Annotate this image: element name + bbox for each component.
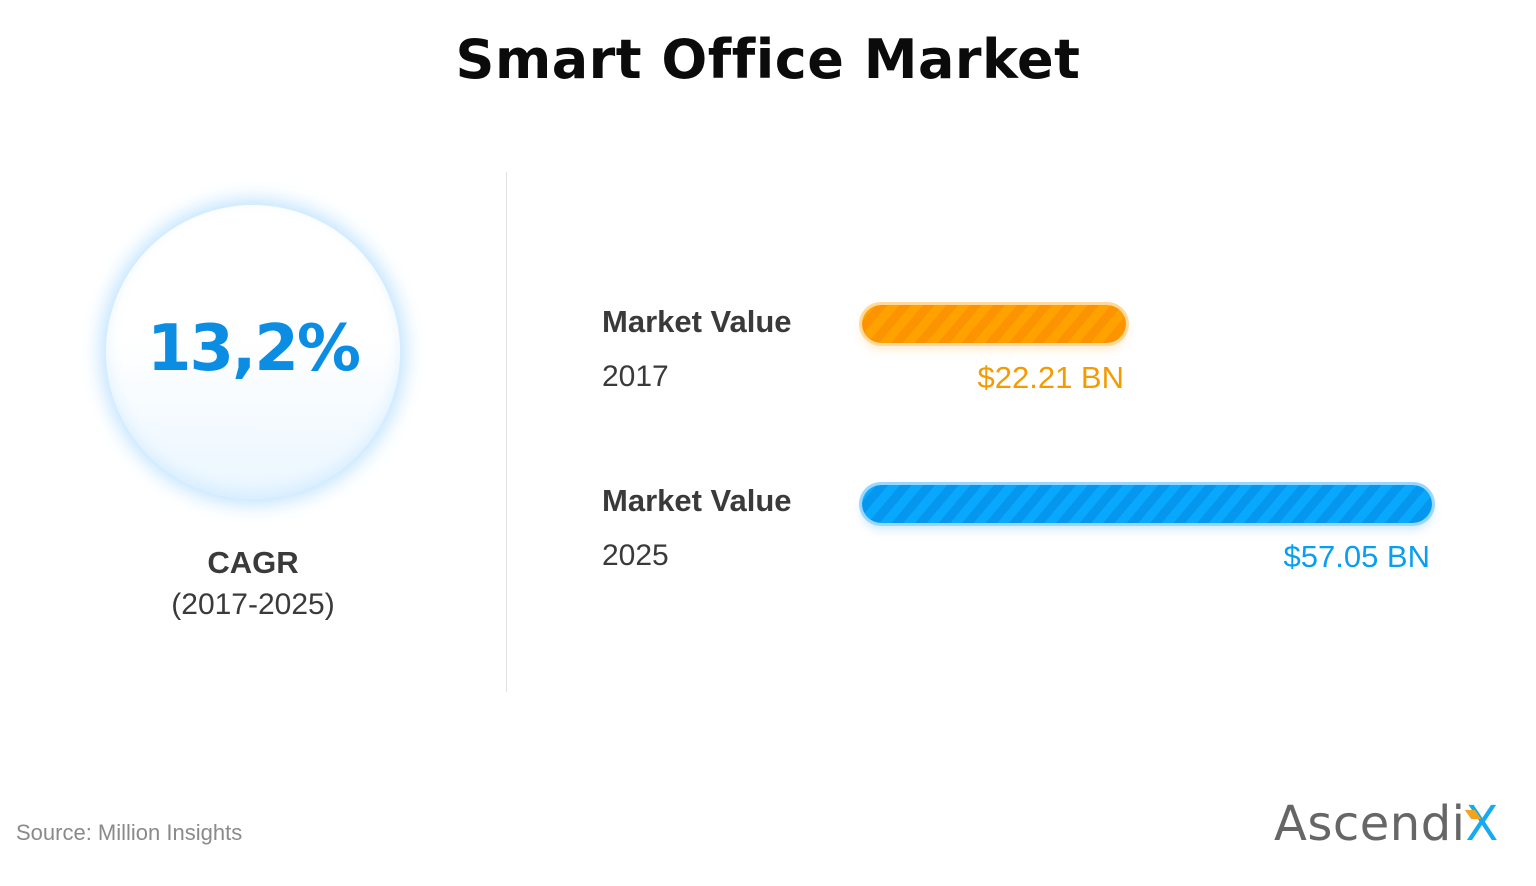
year-2017: 2017 [602,360,669,393]
cagr-value: 13,2% [146,312,361,386]
source-text: Source: Million Insights [16,820,243,845]
cagr-circle: 13,2% [106,205,400,499]
bar-2025 [862,485,1432,523]
year-2025: 2025 [602,539,669,572]
page-title: Smart Office Market [455,28,1081,91]
cagr-period: (2017-2025) [171,588,335,621]
divider [506,172,507,692]
logo-text: Ascendi [1274,796,1466,852]
ascendix-logo: AscendiX [1274,796,1499,852]
market-value-label-2017: Market Value [602,304,792,339]
bar-2017 [862,305,1126,343]
market-value-label-2025: Market Value [602,483,792,518]
cagr-label: CAGR [207,545,299,580]
value-2025: $57.05 BN [1283,539,1431,574]
value-2017: $22.21 BN [977,360,1125,395]
logo-x-mark: X [1465,796,1499,852]
